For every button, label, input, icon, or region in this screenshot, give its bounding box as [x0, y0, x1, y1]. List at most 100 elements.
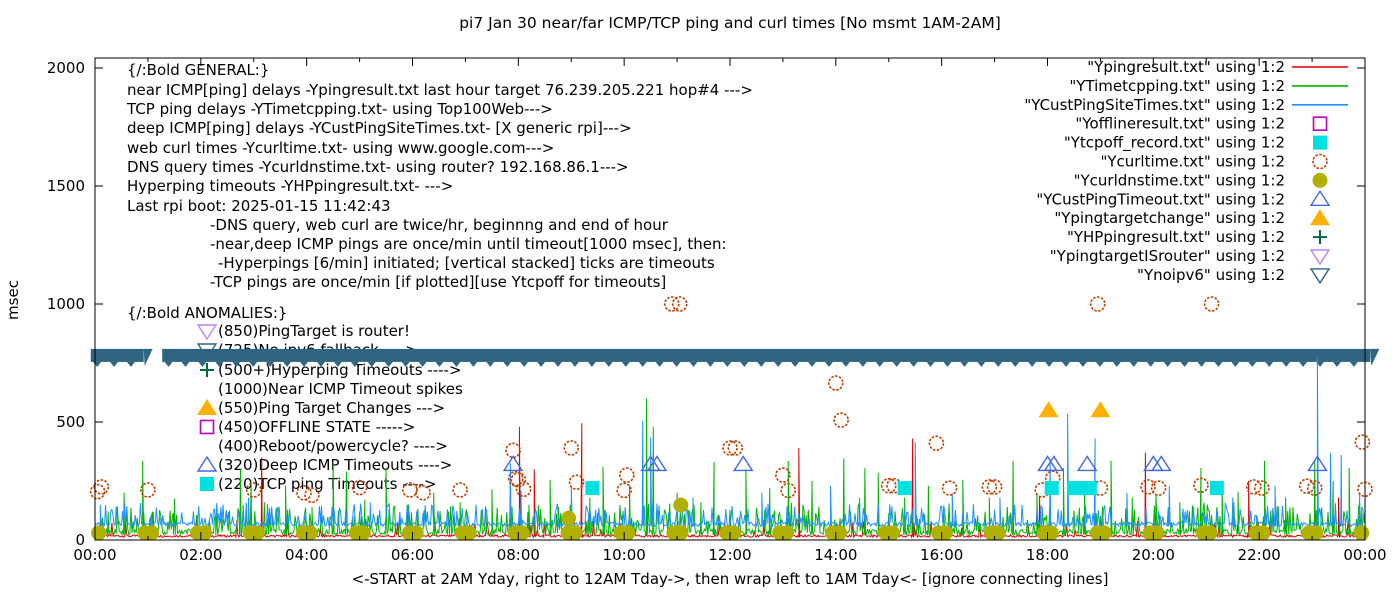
legend-label: "YTimetcpping.txt" using 1:2 — [1069, 77, 1285, 95]
noipv6-band-tooth — [198, 361, 207, 367]
legend-row: "Ynoipv6" using 1:2 — [1137, 266, 1331, 285]
general-note-line: Last rpi boot: 2025-01-15 11:42:43 — [127, 197, 391, 215]
circle-open-marker — [1150, 480, 1167, 496]
noipv6-band-tooth — [435, 361, 444, 367]
circle-open-marker — [515, 481, 532, 498]
triangle-up-open-marker — [1309, 190, 1331, 207]
triangle-up-open-marker — [1037, 455, 1058, 472]
anomaly-note-line: (400)Reboot/powercycle? ----> — [218, 437, 448, 455]
circle-filled-marker — [620, 525, 636, 541]
noipv6-band-tooth — [215, 361, 224, 367]
y-tick-label: 1000 — [47, 295, 85, 313]
x-tick-label: 10:00 — [603, 546, 646, 564]
circle-filled-marker — [726, 525, 742, 541]
legend-label: "Ytcpoff_record.txt" using 1:2 — [1064, 134, 1285, 153]
noipv6-band-tooth — [858, 361, 867, 367]
noipv6-band-tooth — [486, 361, 495, 367]
circle-open-marker — [1089, 296, 1106, 312]
triangle-up-filled-marker — [1038, 401, 1059, 418]
general-note-line: -Hyperpings [6/min] initiated; [vertical… — [218, 254, 715, 272]
noipv6-band-tooth — [333, 361, 342, 367]
noipv6-band-tooth — [1045, 361, 1054, 367]
anomaly-note-line: (220)TCP ping Timeouts ----> — [218, 475, 436, 493]
circle-open-marker — [671, 296, 688, 312]
axes-layer: 00:00 02:00 04:00 06:00 08:00 10:00 12:00 14:00… — [47, 57, 1387, 564]
noipv6-band-tooth — [977, 361, 986, 367]
square-filled-marker — [1313, 135, 1327, 150]
noipv6-band-tooth — [672, 361, 681, 367]
legend-label: "Ypingresult.txt" using 1:2 — [1087, 58, 1285, 76]
noipv6-band-tooth — [1146, 361, 1155, 367]
circle-open-marker — [1193, 477, 1209, 494]
circle-filled-marker — [408, 525, 424, 541]
circle-open-marker — [351, 479, 368, 496]
circle-filled-marker — [514, 525, 530, 541]
triangle-up-open-marker — [1307, 455, 1328, 472]
triangle-down-open-marker — [196, 324, 218, 341]
x-tick-label: 16:00 — [920, 546, 963, 564]
legend-label: "Ypingtargetchange" using 1:2 — [1054, 209, 1285, 227]
triangle-up-open-marker — [196, 455, 218, 472]
anomaly-note-line: (320)Deep ICMP Timeouts ----> — [218, 456, 452, 474]
general-note-line: near ICMP[ping] delays -Ypingresult.txt … — [127, 81, 753, 99]
circle-open-marker — [727, 440, 744, 456]
noipv6-band-tooth — [1028, 361, 1037, 367]
noipv6-band-tooth — [537, 361, 546, 367]
circle-open-marker — [415, 484, 431, 501]
square-filled-marker — [585, 481, 600, 496]
circle-filled-marker — [302, 525, 318, 541]
noipv6-band-end — [1370, 348, 1380, 366]
noipv6-band-tooth — [604, 361, 613, 367]
legend-label: "YpingtargetISrouter" using 1:2 — [1050, 247, 1285, 265]
circle-open-marker — [510, 472, 527, 488]
triangle-up-open-marker — [1076, 455, 1098, 472]
annotation-layer: {/:Bold GENERAL:} near ICMP[ping] delays … — [126, 61, 753, 493]
noipv6-band-tooth — [621, 361, 630, 367]
noipv6-band-tooth — [384, 361, 393, 367]
noipv6-band-tooth — [638, 361, 647, 367]
triangle-up-filled-marker — [1310, 209, 1330, 226]
x-tick-label: 18:00 — [1026, 546, 1069, 564]
circle-open-marker — [245, 482, 262, 498]
series-YCustPingSiteTimes.txt — [94, 356, 1366, 529]
noipv6-band-tooth — [1214, 361, 1223, 367]
circle-open-marker — [941, 480, 958, 496]
circle-open-marker — [833, 412, 849, 428]
noipv6-band-tooth — [93, 361, 102, 367]
circle-open-marker — [93, 479, 110, 495]
circle-open-marker — [568, 474, 585, 490]
triangle-up-open-marker — [732, 455, 754, 472]
circle-filled-marker — [884, 525, 900, 541]
legend-row: "YpingtargetISrouter" using 1:2 — [1050, 247, 1331, 266]
circle-filled-marker — [832, 525, 848, 541]
x-tick-label: 22:00 — [1238, 546, 1281, 564]
circle-open-marker — [563, 440, 580, 456]
noipv6-band-tooth — [110, 361, 119, 367]
noipv6-band-tooth — [892, 361, 901, 367]
x-tick-label: 00:00 — [1343, 546, 1386, 564]
noipv6-band-tooth — [570, 361, 579, 367]
circle-filled-marker — [561, 510, 577, 526]
noipv6-band-segment — [162, 348, 1371, 362]
square-filled-marker — [897, 481, 912, 496]
legend-label: "YHPpingresult.txt" using 1:2 — [1067, 228, 1285, 246]
circle-open-marker — [505, 442, 521, 459]
circle-filled-marker — [1353, 525, 1369, 541]
noipv6-band-tooth — [960, 361, 969, 367]
noipv6-band-tooth — [1078, 361, 1087, 367]
triangle-up-open-marker — [646, 455, 668, 472]
circle-open-marker — [507, 470, 524, 487]
noipv6-band-tooth — [1332, 361, 1341, 367]
noipv6-band-tooth — [706, 361, 715, 367]
legend-row: "Ypingtargetchange" using 1:2 — [1054, 209, 1330, 227]
noipv6-band-tooth — [452, 361, 461, 367]
noipv6-band-tooth — [418, 361, 427, 367]
legend-label: "Ycurldnstime.txt" using 1:2 — [1074, 171, 1285, 189]
circle-filled-marker — [1308, 525, 1324, 541]
square-filled-marker — [1082, 481, 1097, 496]
y-tick-label: 0 — [75, 531, 85, 549]
general-note-line: -near,deep ICMP pings are once/min until… — [210, 235, 727, 253]
circle-filled-marker — [937, 525, 953, 541]
circle-open-marker — [89, 483, 106, 500]
circle-open-marker — [986, 479, 1003, 495]
